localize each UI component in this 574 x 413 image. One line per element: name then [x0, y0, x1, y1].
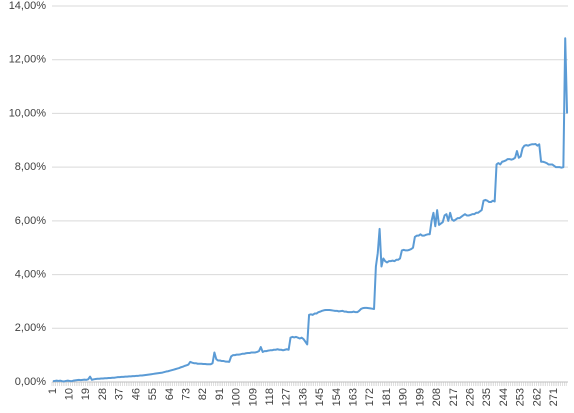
x-tick-label: 163	[348, 388, 360, 406]
x-tick-label: 136	[297, 388, 309, 406]
x-tick-label: 55	[147, 388, 159, 400]
x-tick-label: 244	[498, 388, 510, 406]
x-tick-label: 172	[364, 388, 376, 406]
x-tick-label: 181	[381, 388, 393, 406]
x-tick-label: 37	[114, 388, 126, 400]
x-tick-label: 118	[264, 388, 276, 406]
y-tick-label: 12,00%	[9, 54, 47, 66]
y-tick-label: 4,00%	[15, 268, 46, 280]
x-tick-label: 235	[481, 388, 493, 406]
x-tick-label: 271	[548, 388, 560, 406]
x-tick-label: 127	[281, 388, 293, 406]
x-tick-label: 19	[80, 388, 92, 400]
x-tick-label: 100	[231, 388, 243, 406]
x-tick-label: 10	[64, 388, 76, 400]
x-tick-label: 28	[97, 388, 109, 400]
x-tick-label: 208	[431, 388, 443, 406]
y-tick-label: 14,00%	[9, 0, 47, 12]
x-tick-label: 199	[414, 388, 426, 406]
y-tick-label: 6,00%	[15, 215, 46, 227]
x-tick-label: 226	[464, 388, 476, 406]
x-tick-label: 64	[164, 388, 176, 400]
x-tick-label: 262	[531, 388, 543, 406]
x-tick-label: 73	[180, 388, 192, 400]
x-tick-label: 145	[314, 388, 326, 406]
y-tick-label: 2,00%	[15, 322, 46, 334]
y-tick-label: 10,00%	[9, 107, 47, 119]
x-tick-label: 82	[197, 388, 209, 400]
x-tick-label: 253	[515, 388, 527, 406]
y-tick-label: 0,00%	[15, 376, 46, 388]
data-line	[52, 37, 569, 383]
x-tick-label: 1	[47, 388, 59, 394]
y-tick-label: 8,00%	[15, 161, 46, 173]
x-tick-label: 154	[331, 388, 343, 406]
x-tick-label: 217	[448, 388, 460, 406]
x-tick-label: 46	[130, 388, 142, 400]
x-tick-label: 190	[398, 388, 410, 406]
x-tick-label: 91	[214, 388, 226, 400]
x-tick-label: 109	[247, 388, 259, 406]
